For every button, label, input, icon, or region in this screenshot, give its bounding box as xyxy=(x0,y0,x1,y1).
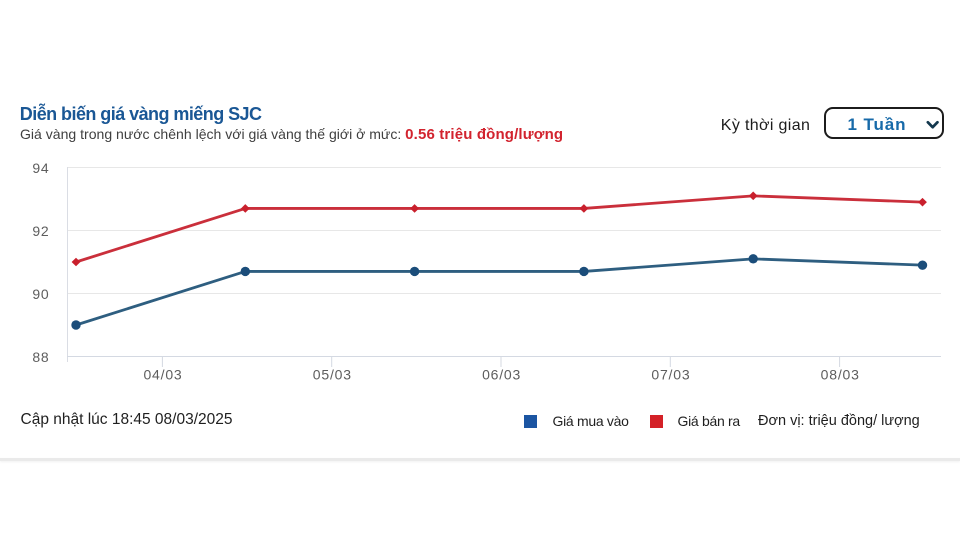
svg-text:08/03: 08/03 xyxy=(821,366,860,382)
svg-text:88: 88 xyxy=(32,349,49,365)
svg-text:94: 94 xyxy=(32,160,49,176)
svg-text:90: 90 xyxy=(32,286,49,302)
svg-text:06/03: 06/03 xyxy=(482,366,521,382)
svg-text:04/03: 04/03 xyxy=(143,366,182,382)
svg-text:05/03: 05/03 xyxy=(313,366,352,382)
svg-text:92: 92 xyxy=(32,223,49,239)
svg-text:07/03: 07/03 xyxy=(651,366,690,382)
